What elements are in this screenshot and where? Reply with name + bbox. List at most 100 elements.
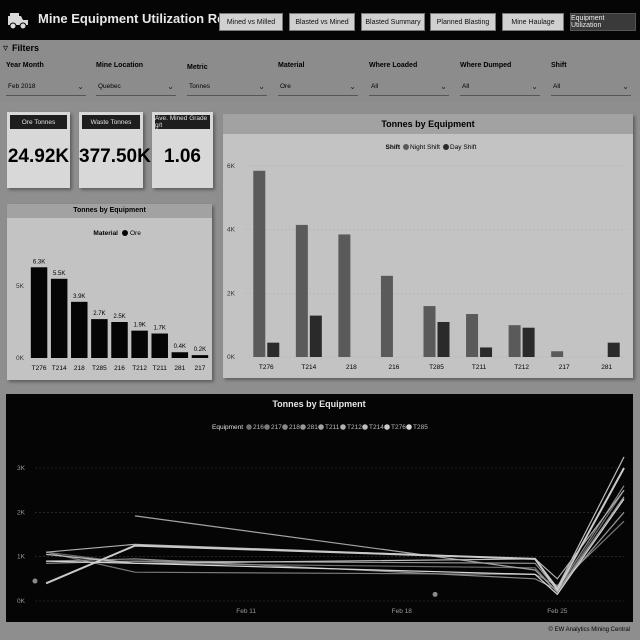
legend-swatch-t211 <box>318 424 324 430</box>
series-line-t276 <box>45 467 625 592</box>
chart-title: Tonnes by Equipment <box>223 114 633 134</box>
mine-location-select[interactable]: Quebec ⌄ <box>96 78 176 96</box>
kpi-card-waste-tonnes: Waste Tonnes 377.50K <box>79 112 151 188</box>
ore-by-equipment-panel: Tonnes by Equipment Material Ore 0K 5K 6.3K T… <box>7 204 212 380</box>
material-value: Ore <box>280 83 291 90</box>
data-label: 0.2K <box>194 347 206 353</box>
legend-swatch-216 <box>246 424 252 430</box>
legend-swatch-day-shift <box>443 144 449 150</box>
data-label: 5.5K <box>53 271 65 277</box>
shift-value: All <box>553 83 561 90</box>
legend-label-night-shift: Night Shift <box>410 144 440 151</box>
y-tick-label: 0K <box>17 598 26 605</box>
x-tick-label: 281 <box>601 364 612 371</box>
mine-location-value: Quebec <box>98 83 121 90</box>
data-label: 0.4K <box>174 344 186 350</box>
x-tick-label: T285 <box>429 364 444 371</box>
tonnes-line-chart: Tonnes by Equipment Equipment 216 217 218 281… <box>17 399 625 615</box>
page-title: Mine Equipment Utilization Report <box>38 11 250 26</box>
tab-mined-vs-milled[interactable]: Mined vs Milled <box>219 13 283 31</box>
material-select[interactable]: Ore ⌄ <box>278 78 358 96</box>
legend-swatch-night-shift <box>403 144 409 150</box>
x-tick-label: 216 <box>114 365 125 372</box>
tab-equipment-utilization[interactable]: Equipment Utilization <box>570 13 636 31</box>
legend-title: Equipment <box>212 424 243 431</box>
data-label: 3.9K <box>73 294 85 300</box>
tab-blasted-summary[interactable]: Blasted Summary <box>361 13 425 31</box>
kpi-value: 377.50K <box>79 146 151 167</box>
y-tick-label: 6K <box>227 163 236 170</box>
chart-title: Tonnes by Equipment <box>7 204 212 218</box>
chevron-down-icon: ⌄ <box>167 82 174 91</box>
bar-T276-day-shift <box>267 342 280 357</box>
metric-select[interactable]: Tonnes ⌄ <box>187 78 267 96</box>
filter-label-mine-location: Mine Location <box>96 62 144 69</box>
where-loaded-select[interactable]: All ⌄ <box>369 78 449 96</box>
x-tick-label: Feb 25 <box>547 608 568 615</box>
chevron-down-icon: ⌄ <box>349 82 356 91</box>
chevron-down-icon: ⌄ <box>531 82 538 91</box>
data-label: 2.7K <box>93 311 105 317</box>
bar-217-night-shift <box>551 351 564 357</box>
legend-swatch-t212 <box>340 424 346 430</box>
legend-label-t212: T212 <box>347 424 362 431</box>
tab-mine-haulage[interactable]: Mine Haulage <box>502 13 564 31</box>
bar-281-day-shift <box>607 342 620 357</box>
x-tick-label: Feb 11 <box>236 608 256 615</box>
bar-T212-day-shift <box>522 327 535 357</box>
x-tick-label: T276 <box>32 365 47 372</box>
data-point-marker <box>32 578 38 584</box>
shift-select[interactable]: All ⌄ <box>551 78 631 96</box>
x-tick-label: Feb 18 <box>392 608 413 615</box>
legend-swatch-t285 <box>406 424 412 430</box>
x-tick-label: T211 <box>472 364 487 371</box>
year-month-value: Feb 2018 <box>8 83 36 90</box>
bar-T214-night-shift <box>295 224 308 357</box>
tab-blasted-vs-mined[interactable]: Blasted vs Mined <box>289 13 355 31</box>
mine-truck-logo-icon <box>6 8 30 32</box>
bar-T285-night-shift <box>423 306 436 357</box>
filter-label-where-loaded: Where Loaded <box>369 62 418 69</box>
bar-216-night-shift <box>380 275 393 357</box>
x-tick-label: 217 <box>559 364 570 371</box>
legend-title: Shift <box>386 144 401 151</box>
chevron-down-icon: ⌄ <box>77 82 84 91</box>
bar-T214-day-shift <box>309 315 322 357</box>
legend-swatch-t214 <box>362 424 368 430</box>
x-tick-label: 281 <box>174 365 185 372</box>
x-tick-label: T276 <box>259 364 274 371</box>
legend-label-t214: T214 <box>369 424 384 431</box>
series-line-281 <box>46 511 625 591</box>
ore-bar-chart: Material Ore 0K 5K 6.3K T276 5.5K T214 3.9K 218 2.… <box>16 230 209 372</box>
series-line-218 <box>46 485 625 591</box>
y-tick-label: 2K <box>227 290 236 297</box>
y-tick-label: 3K <box>17 465 26 472</box>
x-tick-label: T214 <box>52 365 67 372</box>
bar-T211 <box>151 333 168 358</box>
legend-label-281: 281 <box>307 424 318 431</box>
year-month-select[interactable]: Feb 2018 ⌄ <box>6 78 86 96</box>
where-loaded-value: All <box>371 83 379 90</box>
legend-label-218: 218 <box>289 424 300 431</box>
chart-title: Tonnes by Equipment <box>272 399 365 409</box>
legend-label-t285: T285 <box>413 424 428 431</box>
series-line-t211 <box>134 496 625 594</box>
tab-planned-blasting[interactable]: Planned Blasting <box>430 13 496 31</box>
legend-label-day-shift: Day Shift <box>450 144 477 151</box>
data-label: 2.5K <box>113 314 125 320</box>
where-dumped-value: All <box>462 83 470 90</box>
bar-216 <box>111 322 128 358</box>
filter-label-material: Material <box>278 62 305 69</box>
legend-swatch-ore <box>122 230 128 236</box>
x-tick-label: 216 <box>389 364 400 371</box>
legend-swatch-281 <box>300 424 306 430</box>
y-tick-label: 0K <box>227 354 236 361</box>
bar-T285 <box>91 319 108 358</box>
kpi-card-ore-tonnes: Ore Tonnes 24.92K <box>7 112 70 188</box>
y-tick-label: 5K <box>16 283 25 290</box>
chevron-down-icon: ⌄ <box>440 82 447 91</box>
where-dumped-select[interactable]: All ⌄ <box>460 78 540 96</box>
legend-title: Material <box>93 230 118 237</box>
chevron-down-icon: ⌄ <box>258 82 265 91</box>
filter-label-shift: Shift <box>551 62 567 69</box>
